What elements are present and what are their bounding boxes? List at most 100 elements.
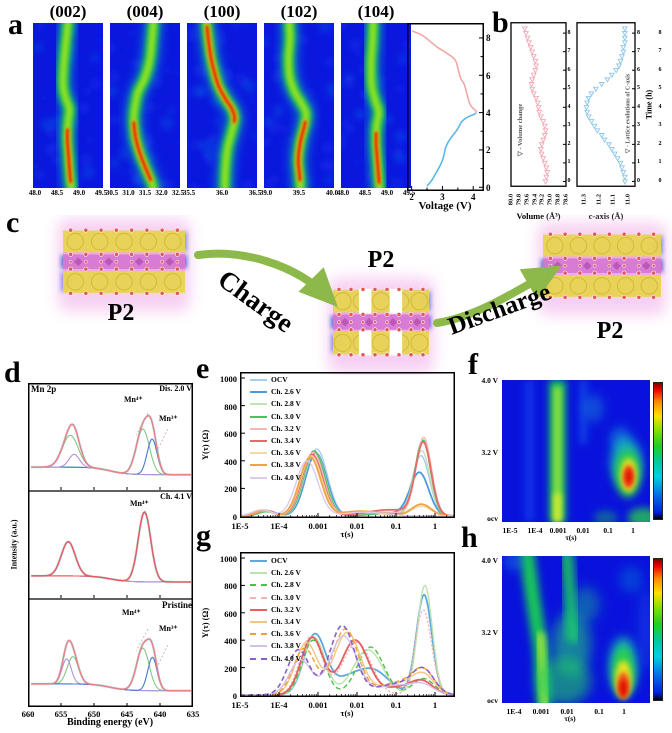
drt-ytick: 1000 xyxy=(220,374,237,384)
time-tick-col1: 0 xyxy=(637,177,640,184)
drt-ytick: 600 xyxy=(224,608,237,619)
drt-xtick: 1E-4 xyxy=(270,521,288,531)
legend-line-sample xyxy=(250,403,267,406)
legend-label: Ch. 3.4 V xyxy=(271,617,301,626)
legend-line-sample xyxy=(250,584,267,587)
legend-label: Ch. 2.6 V xyxy=(271,568,301,578)
drt-xtick: 0.01 xyxy=(349,521,365,531)
strip-tick: 40.0 xyxy=(325,189,339,197)
panel-letter-f: f xyxy=(468,348,478,381)
heat-xtick: 0.001 xyxy=(532,707,550,716)
legend-label: Ch. 3.0 V xyxy=(271,592,301,602)
drt-ytick: 400 xyxy=(224,456,237,467)
heatmap-h-xlabel: τ(s) xyxy=(564,714,576,723)
strip-title-1: (004) xyxy=(126,2,164,21)
strip-tick: 39.0 xyxy=(259,189,273,197)
mn4-label-middle: Mn⁴⁺ xyxy=(130,499,149,508)
xrd-strip-102-heatmap xyxy=(264,23,334,188)
time-ytick: 0 xyxy=(486,182,491,193)
drt-ytick: 800 xyxy=(224,401,237,412)
strip-tick: 32.5 xyxy=(171,189,185,197)
drt-ytick: 800 xyxy=(224,581,237,592)
strip-title-3: (102) xyxy=(280,2,318,21)
heat-ytick: ocv xyxy=(487,514,498,523)
time-tick-col2: 7 xyxy=(658,48,662,55)
colorbar-h xyxy=(653,558,663,701)
drt-ytick: 400 xyxy=(224,636,237,647)
volume-legend: ▽ - Volume change xyxy=(517,103,524,157)
xrd-strip-004-heatmap xyxy=(110,23,180,188)
strip-title-0: (002) xyxy=(49,2,87,21)
panel-letter-d: d xyxy=(4,356,21,389)
p2-label-left: P2 xyxy=(107,300,135,326)
voltage-xtick: 3 xyxy=(440,192,445,202)
colorbar-f xyxy=(653,382,663,520)
legend-label: Ch. 2.8 V xyxy=(271,580,301,590)
panel-letter-e: e xyxy=(196,352,210,385)
time-tick-col2: 1 xyxy=(658,159,662,166)
time-ytick: 8 xyxy=(486,33,491,44)
strip-title-4: (104) xyxy=(357,2,395,21)
p2-label-right: P2 xyxy=(596,318,624,344)
p2-label-middle: P2 xyxy=(367,247,395,273)
time-tick-col1: 4 xyxy=(637,103,640,110)
xps-xtick: 635 xyxy=(186,709,200,719)
time-tick-col1: 7 xyxy=(637,48,640,55)
legend-line-sample xyxy=(250,464,267,467)
heat-xtick: 1 xyxy=(631,526,635,535)
xps-tag-pristine: Pristine xyxy=(162,600,192,610)
legend-line-sample xyxy=(250,621,267,623)
heat-xtick: 0.01 xyxy=(560,707,574,716)
heat-xtick: 1 xyxy=(622,707,626,716)
caxis-axis-label: c-axis (Å) xyxy=(588,211,624,221)
caxis-tick: 11.1 xyxy=(609,193,617,206)
legend-label: Ch. 3.2 V xyxy=(271,423,301,433)
xrd-strip-100-heatmap xyxy=(187,23,257,188)
panel-letter-c: c xyxy=(6,206,20,239)
lattice-evolution-plot xyxy=(510,22,636,187)
strip-tick: 31.0 xyxy=(122,189,135,197)
legend-label: Ch. 3.4 V xyxy=(271,436,301,445)
strip-tick: 31.5 xyxy=(138,189,152,197)
caxis-tick: 11.3 xyxy=(580,193,588,206)
drt-plot-g xyxy=(240,552,455,697)
phase-evolution-schematic xyxy=(58,219,666,373)
xps-xtick: 640 xyxy=(153,709,167,719)
mn3-label-top: Mn³⁺ xyxy=(159,414,178,423)
caxis-tick: 11.2 xyxy=(595,193,603,206)
drt-xtick: 0.1 xyxy=(390,521,402,531)
time-tick-col0: 5 xyxy=(567,85,571,92)
volume-tick: 79.4 xyxy=(531,193,539,206)
legend-label: Ch. 2.8 V xyxy=(271,399,301,409)
caxis-tick: 11.0 xyxy=(624,193,632,206)
legend-line-sample xyxy=(250,572,267,575)
legend-line-sample xyxy=(250,633,267,636)
heat-xtick: 0.01 xyxy=(576,526,590,535)
time-tick-col0: 3 xyxy=(567,122,571,129)
strip-tick: 48.0 xyxy=(28,189,42,197)
volume-tick: 79.8 xyxy=(515,193,523,206)
legend-line-sample xyxy=(250,657,267,660)
heat-xtick: 0.001 xyxy=(549,526,567,535)
xps-xtick: 650 xyxy=(87,709,101,719)
volume-axis-label: Volume (Å³) xyxy=(516,211,561,221)
time-tick-col2: 6 xyxy=(658,66,662,73)
time-tick-col1: 5 xyxy=(637,85,640,92)
legend-line-sample xyxy=(250,452,267,455)
legend-label: Ch. 4.0 V xyxy=(271,472,301,482)
legend-label: OCV xyxy=(271,375,288,384)
strip-tick: 36.5 xyxy=(248,189,262,197)
time-tick-col0: 1 xyxy=(567,159,571,166)
heat-xtick: 0.1 xyxy=(603,526,613,535)
time-ytick: 2 xyxy=(486,145,491,156)
time-tick-col2: 8 xyxy=(658,29,662,36)
legend-label: Ch. 3.0 V xyxy=(271,411,301,421)
time-tick-col0: 6 xyxy=(567,66,571,73)
drt-xtick: 0.1 xyxy=(390,700,402,710)
volume-tick: 79.6 xyxy=(523,193,531,206)
legend-label: Ch. 3.8 V xyxy=(271,460,301,470)
mn4-label-bottom: Mn⁴⁺ xyxy=(122,608,141,617)
drt-xtick: 1E-4 xyxy=(270,700,288,710)
xps-tag-dis20: Dis. 2.0 V xyxy=(159,384,192,393)
